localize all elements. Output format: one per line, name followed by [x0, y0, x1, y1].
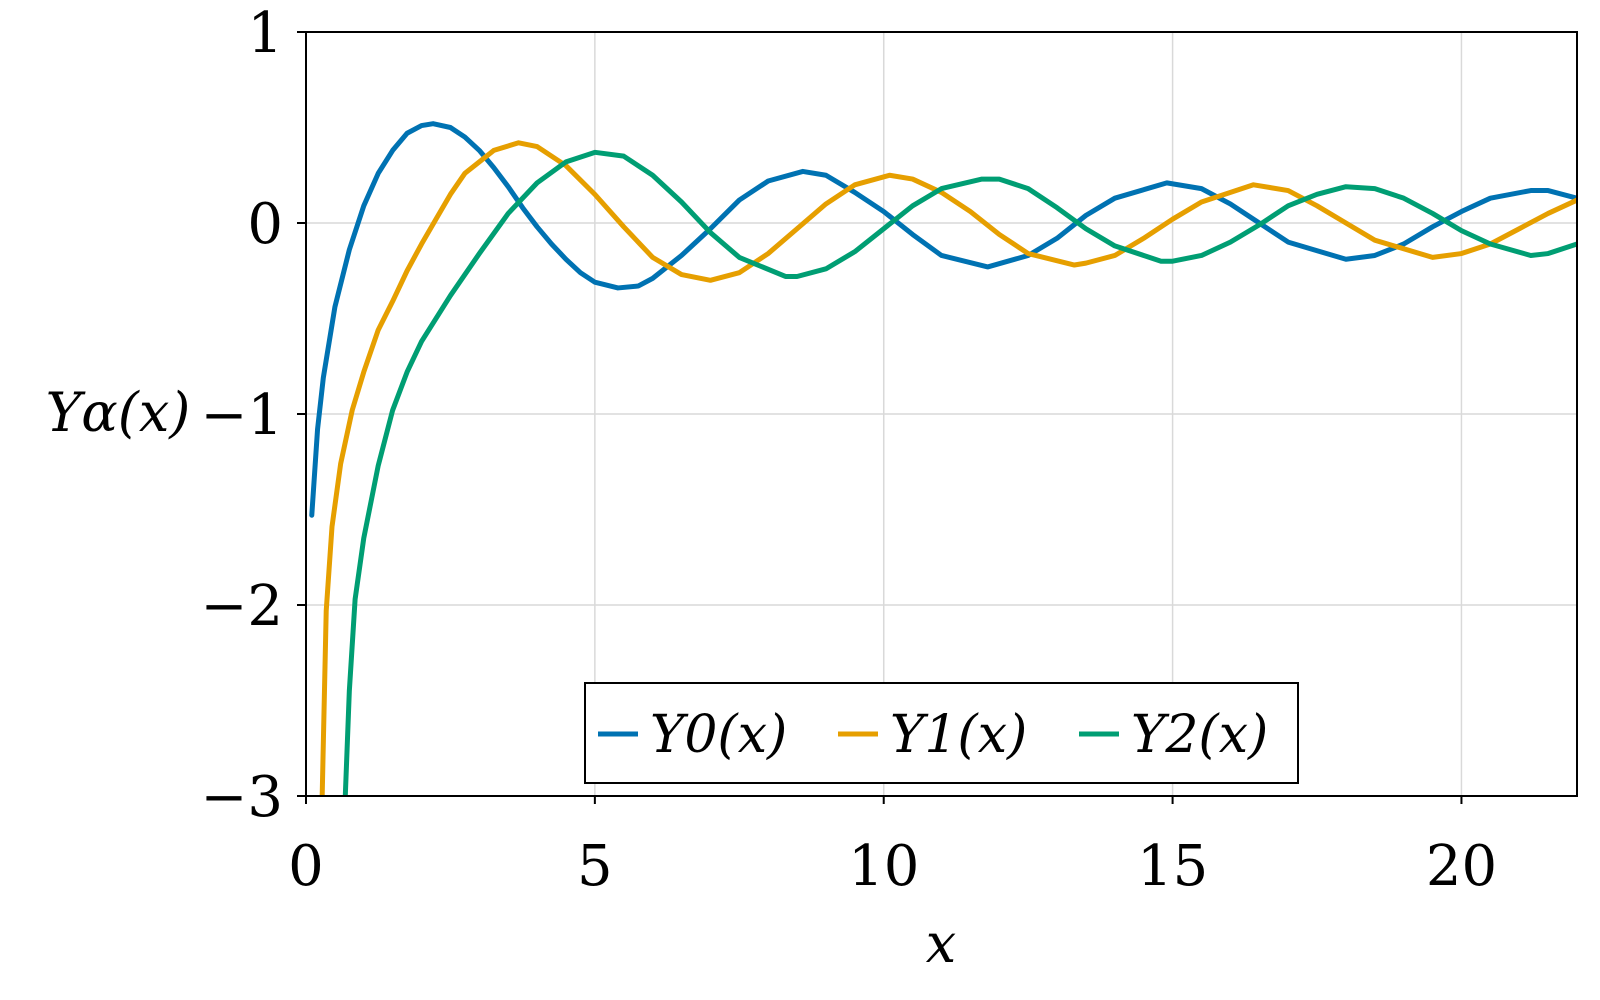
x-tick-label: 15 — [1137, 834, 1208, 899]
x-tick-label: 0 — [288, 834, 324, 899]
y-tick-label: −1 — [200, 383, 283, 448]
y-axis-label: Yα(x) — [46, 381, 191, 444]
ticks — [297, 31, 1463, 804]
series-line-y2 — [342, 149, 1577, 796]
y-tick-label: 0 — [247, 192, 283, 257]
x-tick-label: 10 — [848, 834, 919, 899]
y-tick-label: −2 — [200, 574, 283, 639]
legend-label-y1: Y1(x) — [890, 705, 1027, 765]
legend-box — [584, 682, 1299, 784]
x-tick-label: 5 — [577, 834, 613, 899]
series-line-y0 — [309, 121, 1577, 518]
legend-label-y2: Y2(x) — [1131, 705, 1268, 765]
x-tick-label: 20 — [1426, 834, 1497, 899]
x-axis-label: x — [926, 912, 956, 975]
legend: Y0(x) Y1(x) Y2(x) — [584, 682, 1299, 784]
y-tick-label: −3 — [200, 765, 283, 830]
series-layer — [309, 121, 1577, 796]
y-tick-label: 1 — [247, 1, 283, 66]
legend-label-y0: Y0(x) — [650, 705, 787, 765]
